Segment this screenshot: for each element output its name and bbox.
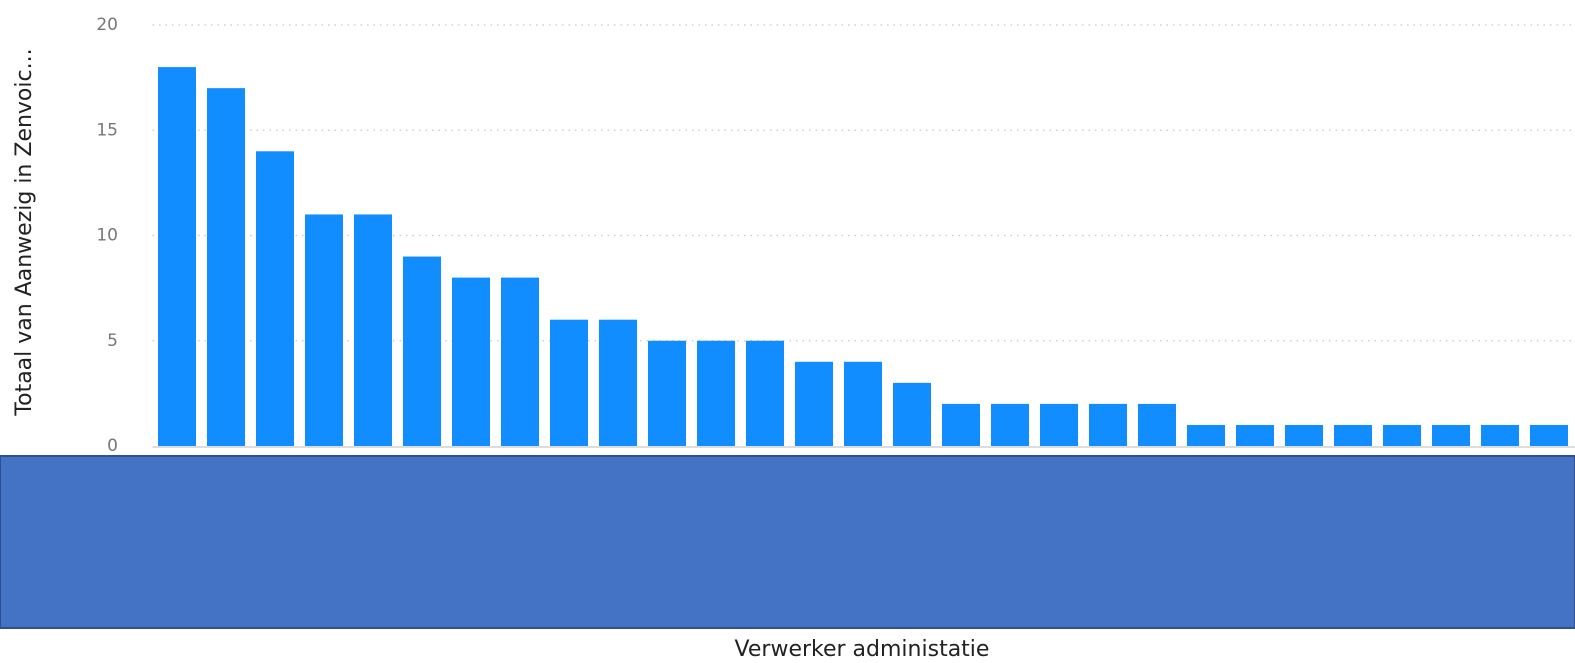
bar xyxy=(1530,424,1568,446)
bar xyxy=(893,382,931,446)
x-axis-title: Verwerker administatie xyxy=(735,637,990,662)
bar xyxy=(844,361,882,446)
bar xyxy=(452,277,490,446)
overlay-panel xyxy=(0,455,1575,629)
bar xyxy=(942,403,980,446)
bar xyxy=(256,151,294,447)
bar xyxy=(1236,424,1274,446)
bar xyxy=(648,340,686,446)
bar xyxy=(1040,403,1078,446)
y-tick-label: 10 xyxy=(96,226,118,246)
y-tick-label: 5 xyxy=(107,331,118,351)
bar xyxy=(158,67,196,446)
bar xyxy=(354,214,392,446)
bar xyxy=(1432,424,1470,446)
bar xyxy=(403,256,441,446)
bar xyxy=(599,319,637,446)
bar xyxy=(991,403,1029,446)
bar xyxy=(1187,424,1225,446)
y-tick-label: 15 xyxy=(96,120,118,140)
bar xyxy=(1138,403,1176,446)
bar xyxy=(697,340,735,446)
bar xyxy=(795,361,833,446)
bar xyxy=(1334,424,1372,446)
bar xyxy=(1285,424,1323,446)
bar xyxy=(1089,403,1127,446)
y-tick-label: 20 xyxy=(96,15,118,35)
bar xyxy=(501,277,539,446)
plot-area: 0 5 10 15 20 xyxy=(96,15,1575,456)
bar xyxy=(1383,424,1421,446)
bar xyxy=(207,88,245,447)
bar xyxy=(1481,424,1519,446)
bar xyxy=(746,340,784,446)
y-axis-title: Totaal van Aanwezig in Zenvoic... xyxy=(12,48,37,416)
bar xyxy=(550,319,588,446)
bar xyxy=(305,214,343,446)
y-tick-label: 0 xyxy=(107,436,118,456)
